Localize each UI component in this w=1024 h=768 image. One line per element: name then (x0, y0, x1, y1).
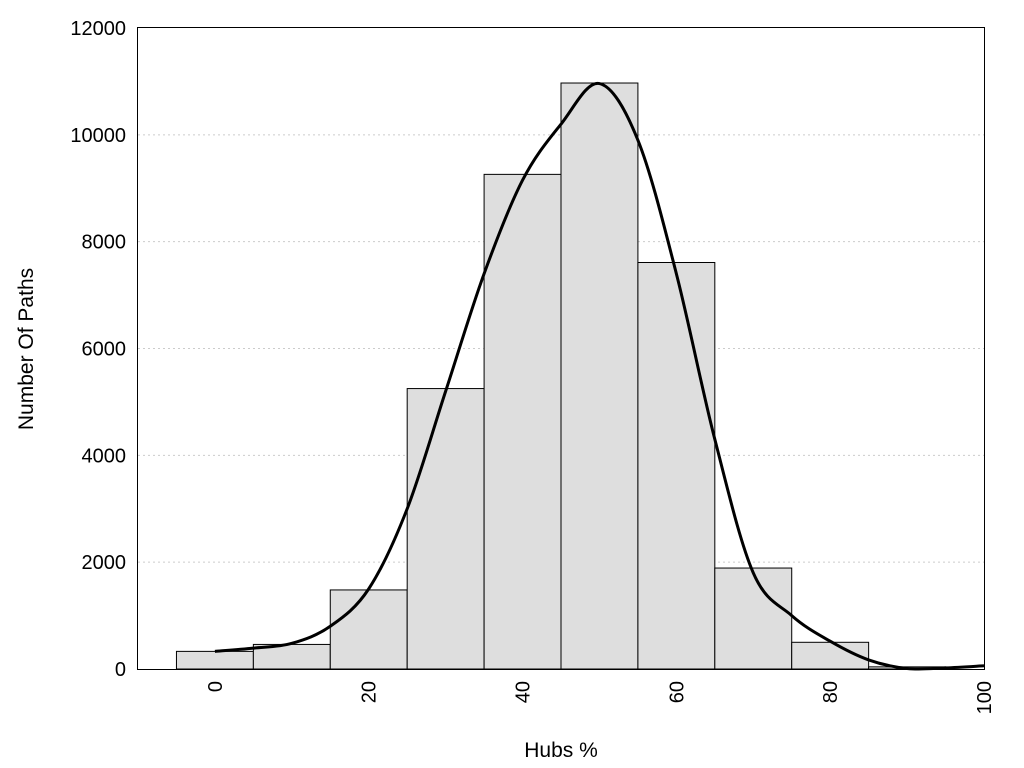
histogram-bar (560, 82, 639, 670)
density-curve-line (214, 82, 985, 671)
y-tick-label: 6000 (82, 339, 127, 361)
y-axis-ticks: 0 2000 4000 6000 8000 10000 12000 (70, 18, 126, 681)
x-axis-ticks: 0 20 40 60 80 100 (205, 681, 996, 714)
x-tick-label: 20 (359, 681, 381, 703)
histogram-bar (406, 388, 485, 670)
plot-frame (137, 27, 985, 670)
x-tick-label: 60 (666, 681, 688, 703)
y-tick-label: 2000 (82, 552, 127, 574)
x-tick-label: 80 (820, 681, 842, 703)
x-tick-label: 100 (974, 681, 996, 714)
y-tick-label: 10000 (70, 125, 126, 147)
y-tick-label: 8000 (82, 232, 127, 254)
x-tick-label: 40 (513, 681, 535, 703)
grid-lines (138, 134, 984, 563)
bars (175, 82, 947, 670)
x-axis-title: Hubs % (524, 739, 598, 762)
histogram-bar (714, 567, 793, 670)
y-tick-label: 12000 (70, 18, 126, 40)
histogram-bar (175, 650, 254, 670)
histogram-bar (329, 589, 408, 670)
y-tick-label: 0 (115, 659, 126, 681)
y-tick-label: 4000 (82, 445, 127, 467)
x-tick-label: 0 (205, 681, 227, 692)
density-curve (214, 82, 985, 671)
histogram-bar (483, 173, 562, 670)
histogram-bar (637, 261, 716, 670)
y-axis-title: Number Of Paths (15, 268, 38, 430)
